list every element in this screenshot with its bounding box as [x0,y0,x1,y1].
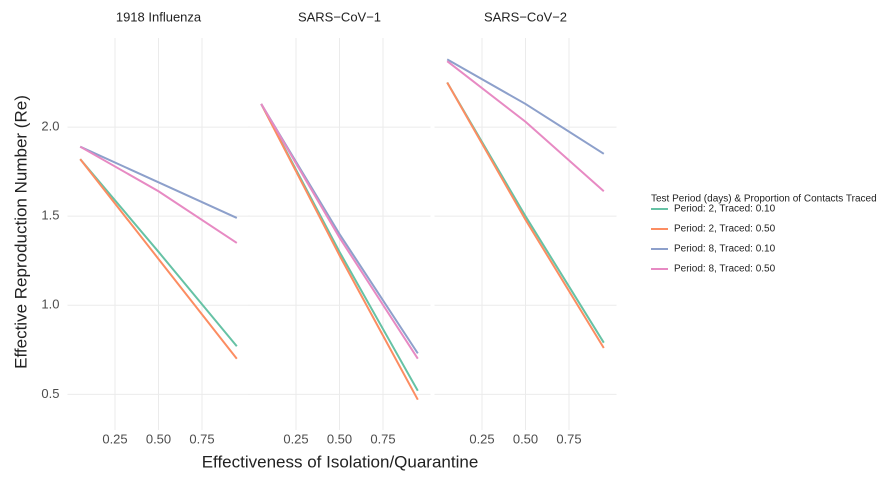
facet-title: 1918 Influenza [116,9,202,24]
legend-label: Period: 2, Traced: 0.50 [674,224,776,235]
x-tick-label: 0.50 [327,431,352,446]
legend-label: Period: 8, Traced: 0.10 [674,244,776,255]
x-axis-label: Effectiveness of Isolation/Quarantine [202,452,479,471]
x-tick-label: 0.25 [283,431,308,446]
x-tick-label: 0.75 [556,431,581,446]
legend-label: Period: 8, Traced: 0.50 [674,264,776,275]
series-line [446,58,605,155]
y-axis-label: Effective Reproduction Number (Re) [11,95,30,369]
legend-title: Test Period (days) & Proportion of Conta… [651,194,877,205]
legend-label: Period: 2, Traced: 0.10 [674,204,776,215]
x-tick-label: 0.25 [469,431,494,446]
y-tick-label: 0.5 [41,386,59,401]
y-tick-label: 1.0 [41,297,59,312]
series-line [79,145,238,219]
series-line [79,158,238,360]
facet-title: SARS−CoV−2 [484,9,567,24]
series-line [260,103,419,360]
series-line [79,158,238,347]
x-tick-label: 0.50 [146,431,171,446]
y-tick-label: 1.5 [41,208,59,223]
series-line [446,82,605,349]
facet-title: SARS−CoV−1 [298,9,381,24]
series-line [446,60,605,192]
x-tick-label: 0.25 [102,431,127,446]
series-line [79,145,238,244]
x-tick-label: 0.50 [513,431,538,446]
series-line [260,103,419,401]
y-tick-label: 2.0 [41,119,59,134]
x-tick-label: 0.75 [370,431,395,446]
x-tick-label: 0.75 [189,431,214,446]
